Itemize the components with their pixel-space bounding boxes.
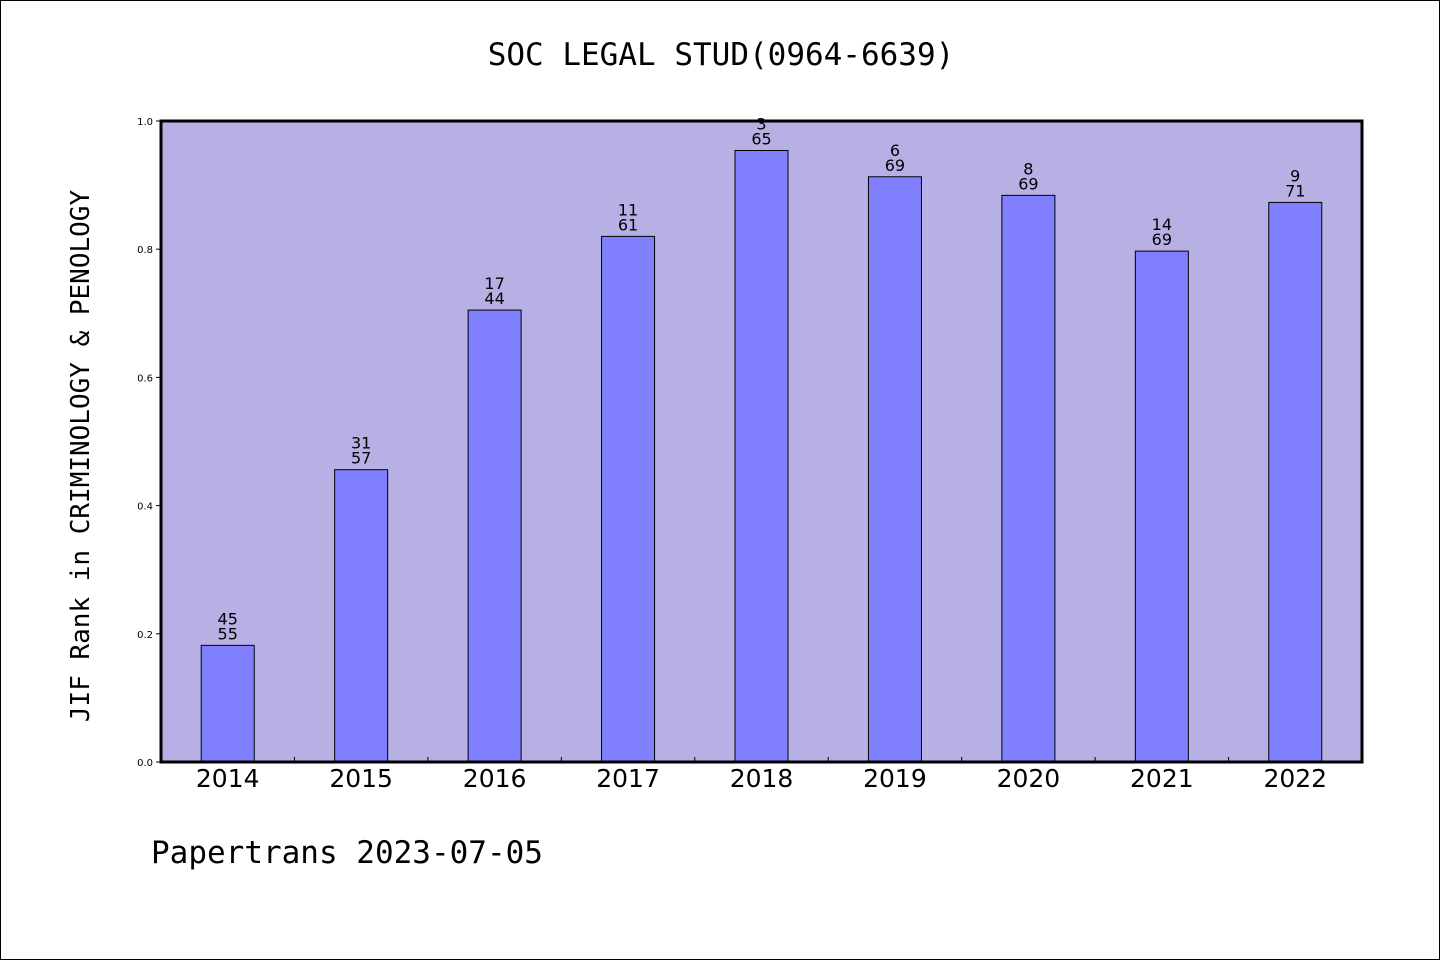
chart-title: SOC LEGAL STUD(0964-6639) <box>487 37 955 73</box>
bar-total-label: 69 <box>1152 230 1172 249</box>
bar-rank-label: 17 <box>484 274 504 293</box>
x-tick-label: 2017 <box>596 764 660 793</box>
bar-total-label: 69 <box>885 156 905 175</box>
x-tick-label: 2018 <box>730 764 794 793</box>
x-tick-label: 2019 <box>863 764 927 793</box>
bar-2016 <box>467 309 522 763</box>
y-tick-label: 0.0 <box>137 758 153 769</box>
y-tick-label: 0.2 <box>137 630 153 641</box>
bar-2022 <box>1268 201 1323 763</box>
bar-rank-label: 14 <box>1152 215 1172 234</box>
bar-rank-label: 8 <box>1023 159 1033 178</box>
footer-text: Papertrans 2023-07-05 <box>151 835 543 871</box>
bar-total-label: 61 <box>618 215 638 234</box>
bar-total-label: 55 <box>218 624 238 643</box>
bar-rank-label: 3 <box>756 114 766 133</box>
bar-2018 <box>734 149 789 763</box>
y-tick-label: 0.4 <box>137 502 153 513</box>
bar-total-label: 57 <box>351 449 371 468</box>
x-tick-label: 2016 <box>463 764 527 793</box>
bar-2015 <box>334 469 389 763</box>
bar-2021 <box>1134 250 1189 763</box>
y-tick-label: 1.0 <box>137 117 153 128</box>
x-tick-label: 2014 <box>196 764 260 793</box>
bar-total-label: 71 <box>1285 181 1305 200</box>
plot-border <box>159 119 1364 764</box>
y-tick-label: 0.8 <box>137 245 153 256</box>
bar-rank-label: 9 <box>1290 166 1300 185</box>
bar-rank-label: 31 <box>351 434 371 453</box>
bar-total-label: 65 <box>751 129 771 148</box>
x-tick-label: 2022 <box>1263 764 1327 793</box>
y-tick-label: 0.6 <box>137 373 153 384</box>
bar-rank-label: 11 <box>618 200 638 219</box>
bar-rank-label: 45 <box>218 609 238 628</box>
bar-2020 <box>1001 194 1056 763</box>
bar-total-label: 44 <box>484 289 504 308</box>
x-tick-label: 2020 <box>997 764 1061 793</box>
bar-rank-label: 6 <box>890 141 900 160</box>
bar-2019 <box>867 176 922 763</box>
bar-2014 <box>200 644 255 763</box>
bar-2017 <box>601 235 656 763</box>
x-tick-label: 2015 <box>329 764 393 793</box>
bar-total-label: 69 <box>1018 174 1038 193</box>
x-tick-label: 2021 <box>1130 764 1194 793</box>
